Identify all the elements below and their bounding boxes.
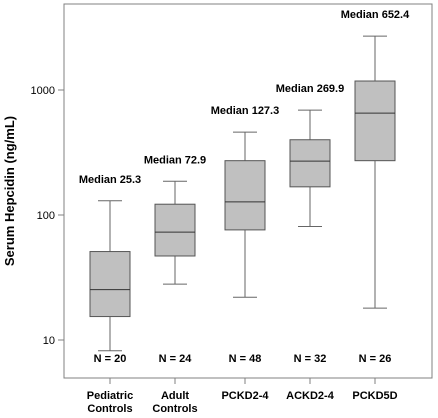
n-label: N = 20 [94, 353, 127, 365]
y-axis: 10 100 1000 [31, 85, 64, 347]
category-label: Adult [161, 390, 189, 402]
category-label: Pediatric [87, 390, 133, 402]
plot-frame [63, 3, 433, 379]
iqr-box [154, 203, 196, 257]
median-label: Median 72.9 [144, 154, 206, 166]
y-axis-label: Serum Hepcidin (ng/mL) [2, 116, 17, 266]
box-group: Median 652.4 N = 26 [341, 9, 410, 365]
category-label: Controls [87, 403, 132, 415]
y-tick-label: 10 [43, 335, 55, 347]
category-label: ACKD2-4 [286, 390, 335, 402]
median-label: Median 25.3 [79, 174, 141, 186]
category-label: Controls [152, 403, 197, 415]
box-group: Median 127.3 N = 48 [211, 105, 279, 365]
box-group: Median 269.9 N = 32 [276, 83, 344, 365]
category-label: PCKD2-4 [221, 390, 269, 402]
category-label: PCKD5D [352, 390, 397, 402]
y-tick-label: 1000 [31, 85, 55, 97]
n-label: N = 48 [229, 353, 262, 365]
n-label: N = 24 [159, 353, 193, 365]
median-label: Median 652.4 [341, 9, 410, 21]
y-tick-label: 100 [37, 210, 55, 222]
box-group: Median 72.9 N = 24 [144, 154, 206, 365]
iqr-box [89, 251, 131, 318]
median-label: Median 127.3 [211, 105, 279, 117]
iqr-box [289, 139, 331, 188]
n-label: N = 32 [294, 353, 327, 365]
iqr-box [224, 160, 266, 231]
iqr-box [354, 80, 396, 162]
box-group: Median 25.3 N = 20 [79, 174, 141, 365]
n-label: N = 26 [359, 353, 392, 365]
median-label: Median 269.9 [276, 83, 344, 95]
